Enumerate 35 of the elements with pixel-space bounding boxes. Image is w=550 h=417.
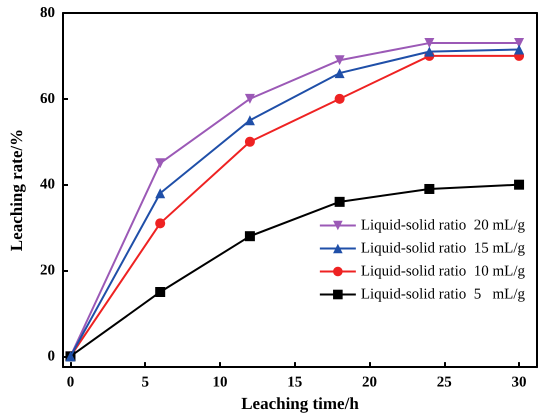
point	[514, 180, 524, 190]
point	[155, 218, 166, 228]
point	[244, 231, 255, 242]
legend-label: Liquid-solid ratio 5 mL/g	[360, 286, 526, 302]
legend-label: Liquid-solid ratio 10 mL/g	[360, 264, 526, 280]
y-tick-label: 60	[40, 90, 55, 107]
point	[244, 136, 255, 147]
point	[334, 196, 345, 207]
x-tick-label: 20	[362, 374, 378, 391]
y-tick-label: 20	[40, 262, 55, 279]
y-tick-label: 0	[48, 348, 55, 364]
x-tick-label: 15	[287, 374, 302, 391]
point	[424, 46, 434, 57]
point	[244, 115, 255, 126]
x-tick-label: 5	[141, 374, 149, 391]
point	[155, 158, 166, 168]
point	[424, 184, 434, 194]
x-tick-label: 0	[66, 374, 74, 391]
y-tick-label: 40	[40, 176, 55, 193]
point	[155, 286, 166, 297]
y-tick-label: 80	[40, 5, 55, 21]
point	[514, 44, 524, 54]
point	[334, 55, 345, 66]
point	[334, 94, 345, 104]
x-tick-label: 30	[512, 374, 527, 391]
y-axis-title: Leaching rate/%	[7, 128, 26, 252]
point	[155, 188, 166, 198]
x-tick-label: 10	[212, 374, 228, 391]
x-tick-label: 25	[436, 374, 452, 391]
point	[334, 68, 345, 78]
point	[244, 94, 255, 104]
x-axis-title: Leaching time/h	[241, 394, 360, 413]
legend-label: Liquid-solid ratio 15 mL/g	[360, 240, 526, 256]
point	[424, 38, 434, 48]
legend-label: Liquid-solid ratio 20 mL/g	[360, 218, 526, 234]
